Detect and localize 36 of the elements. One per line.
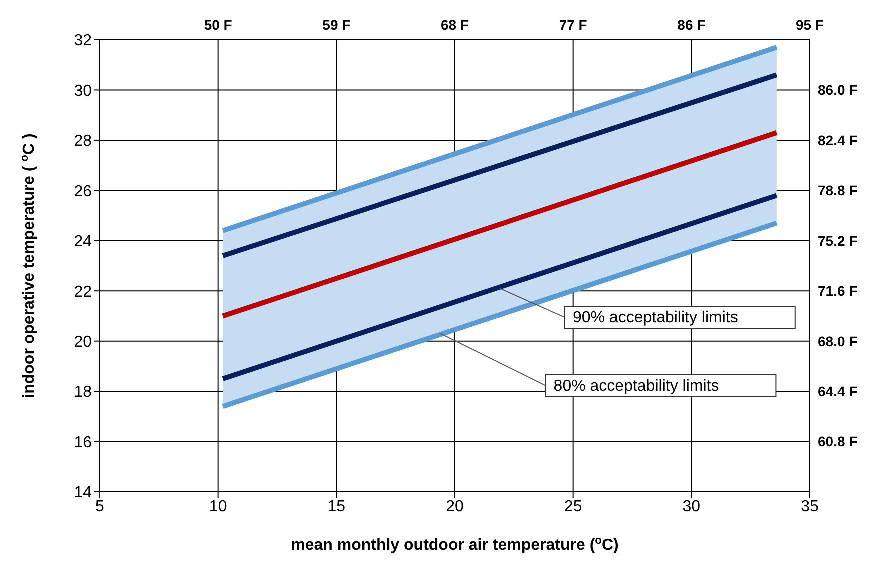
x2-tick-label: 68 F — [440, 17, 470, 33]
y-tick-label: 24 — [74, 234, 92, 251]
x-axis-title: mean monthly outdoor air temperature ($^{o}$C) — [291, 535, 619, 554]
annotation: 90% acceptability limits — [572, 310, 738, 327]
y-tick-label: 32 — [74, 32, 92, 50]
callout: 90% acceptability limits — [499, 288, 796, 330]
x-tick-label: 10 — [209, 498, 228, 516]
y-tick-label: 26 — [74, 183, 92, 200]
x2-tick-label: 59 F — [322, 17, 352, 33]
x-tick-label: 5 — [96, 498, 105, 516]
y-tick-label: 16 — [74, 434, 92, 452]
x2-tick-label: 95 F — [796, 17, 824, 33]
x2-tick-label: 50 F — [204, 17, 233, 33]
y2-tick-label: 86.0 F — [818, 82, 858, 98]
y-tick-label: 18 — [74, 384, 92, 402]
y2-tick-label: 68.0 F — [818, 333, 858, 350]
x2-tick-label: 86 F — [678, 17, 706, 33]
x-tick-label: 25 — [564, 498, 582, 516]
y2-tick-label: 78.8 F — [818, 182, 858, 199]
y-tick-label: 22 — [74, 284, 92, 301]
x-tick-label: 20 — [446, 498, 464, 516]
y2-tick-label: 60.8 F — [818, 434, 858, 450]
annotation: 80% acceptability limits — [554, 378, 720, 395]
callout: 80% acceptability limits — [440, 333, 777, 398]
y-tick-label: 20 — [74, 334, 92, 352]
y2-tick-label: 75.2 F — [818, 232, 858, 249]
y-tick-label: 14 — [74, 484, 92, 502]
y-tick-label: 28 — [74, 133, 92, 150]
y-tick-label: 30 — [74, 82, 92, 100]
y2-tick-label: 71.6 F — [818, 283, 858, 300]
x-tick-label: 30 — [682, 498, 701, 516]
y2-tick-label: 82.4 F — [818, 132, 858, 148]
x-tick-label: 15 — [328, 498, 346, 516]
x-tick-label: 35 — [801, 498, 819, 516]
y2-tick-label: 64.4 F — [818, 384, 858, 400]
x2-tick-label: 77 F — [559, 17, 588, 33]
